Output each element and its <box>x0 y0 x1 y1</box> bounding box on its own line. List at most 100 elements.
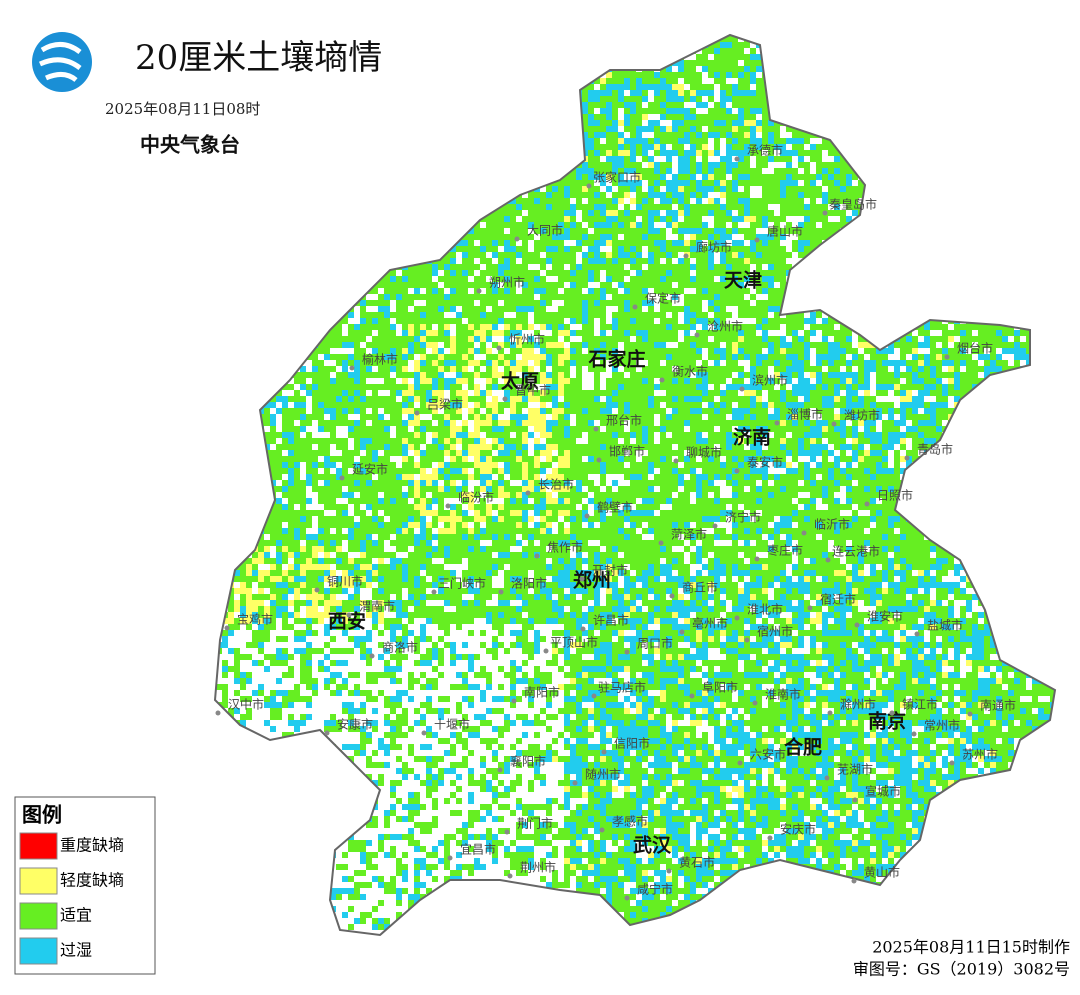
legend-label: 过湿 <box>60 941 92 960</box>
city-dot <box>421 730 427 736</box>
city-label: 大同市 <box>527 223 563 238</box>
city-dot <box>889 710 895 716</box>
city-dot <box>754 237 760 243</box>
city-dot <box>658 540 664 546</box>
city-dot <box>734 156 740 162</box>
city-label: 鹤壁市 <box>597 500 633 515</box>
city-label: 滨州市 <box>752 373 788 388</box>
city-label: 铜川市 <box>327 574 363 589</box>
city-dot <box>752 700 758 706</box>
agency: 中央气象台 <box>140 133 240 157</box>
city-label: 烟台市 <box>957 341 993 356</box>
city-label: 青岛市 <box>917 442 953 457</box>
city-label: 盐城市 <box>927 618 963 633</box>
city-dot <box>339 475 345 481</box>
city-label: 承德市 <box>747 143 783 158</box>
city-label: 汉中市 <box>228 697 264 712</box>
city-label: 六安市 <box>750 747 786 762</box>
city-label: 宿迁市 <box>820 592 856 607</box>
city-label: 黄石市 <box>679 855 715 870</box>
city-dot <box>349 365 355 371</box>
capital-label: 西安 <box>328 610 366 633</box>
city-label: 潍坊市 <box>844 408 880 423</box>
city-dot <box>683 253 689 259</box>
capital-label: 济南 <box>733 426 771 449</box>
capital-label: 合肥 <box>784 736 822 759</box>
capital-label: 南京 <box>868 710 906 733</box>
city-label: 临汾市 <box>458 490 494 505</box>
city-dot <box>822 210 828 216</box>
city-label: 枣庄市 <box>767 543 803 558</box>
capital-label: 郑州 <box>573 570 611 592</box>
city-dot <box>673 458 679 464</box>
city-label: 唐山市 <box>767 224 803 239</box>
city-dot <box>744 637 750 643</box>
city-label: 日照市 <box>877 488 913 503</box>
city-label: 淮安市 <box>867 609 903 624</box>
city-dot <box>447 855 453 861</box>
city-label: 渭南市 <box>359 599 395 614</box>
city-label: 许昌市 <box>593 613 629 628</box>
city-label: 荆门市 <box>517 816 553 831</box>
city-label: 保定市 <box>645 291 681 306</box>
city-label: 长治市 <box>538 477 574 492</box>
city-label: 淄博市 <box>787 407 823 422</box>
region-outline <box>213 33 1057 937</box>
legend-swatch <box>19 902 58 930</box>
city-label: 衡水市 <box>672 364 708 379</box>
city-dot <box>914 631 920 637</box>
city-dot <box>851 878 857 884</box>
city-dot <box>824 775 830 781</box>
capital-label: 石家庄 <box>587 348 645 371</box>
legend-label: 重度缺墒 <box>60 836 124 855</box>
city-label: 延安市 <box>352 462 388 477</box>
legend-swatch <box>19 867 58 895</box>
city-dot <box>827 710 833 716</box>
city-label: 洛阳市 <box>511 576 547 591</box>
approval-number: 审图号：GS（2019）3082号 <box>853 960 1070 979</box>
city-dot <box>502 396 508 402</box>
city-dot <box>543 648 549 654</box>
city-dot <box>525 490 531 496</box>
city-label: 芜湖市 <box>837 762 873 777</box>
city-label: 泰安市 <box>747 455 783 470</box>
city-dot <box>624 895 630 901</box>
city-label: 信阳市 <box>614 736 650 751</box>
city-dot <box>593 426 599 432</box>
city-dot <box>807 605 813 611</box>
city-dot <box>431 589 437 595</box>
city-dot <box>852 797 858 803</box>
city-dot <box>601 749 607 755</box>
city-dot <box>498 589 504 595</box>
city-label: 安庆市 <box>780 822 816 837</box>
city-label: 廊坊市 <box>696 240 732 255</box>
city-dot <box>854 622 860 628</box>
city-dot <box>754 556 760 562</box>
city-dot <box>534 553 540 559</box>
city-label: 周口市 <box>637 636 673 651</box>
legend-swatch <box>19 832 58 860</box>
city-dot <box>864 501 870 507</box>
city-label: 连云港市 <box>832 544 880 559</box>
city-dot <box>369 653 375 659</box>
city-label: 商丘市 <box>682 580 718 595</box>
city-label: 宣城市 <box>865 784 901 799</box>
issue-time: 2025年08月11日08时 <box>105 100 260 118</box>
city-label: 黄山市 <box>864 865 900 880</box>
city-label: 三门峡市 <box>438 576 486 591</box>
city-dot <box>659 377 665 383</box>
city-label: 邢台市 <box>606 413 642 428</box>
city-label: 常州市 <box>924 718 960 733</box>
city-dot <box>694 332 700 338</box>
city-dot <box>712 523 718 529</box>
city-label: 济宁市 <box>725 510 761 525</box>
city-dot <box>504 829 510 835</box>
city-dot <box>739 386 745 392</box>
city-dot <box>801 530 807 536</box>
city-label: 张家口市 <box>593 170 641 185</box>
city-label: 宜昌市 <box>460 842 496 857</box>
city-dot <box>224 625 230 631</box>
city-label: 商洛市 <box>382 640 418 655</box>
